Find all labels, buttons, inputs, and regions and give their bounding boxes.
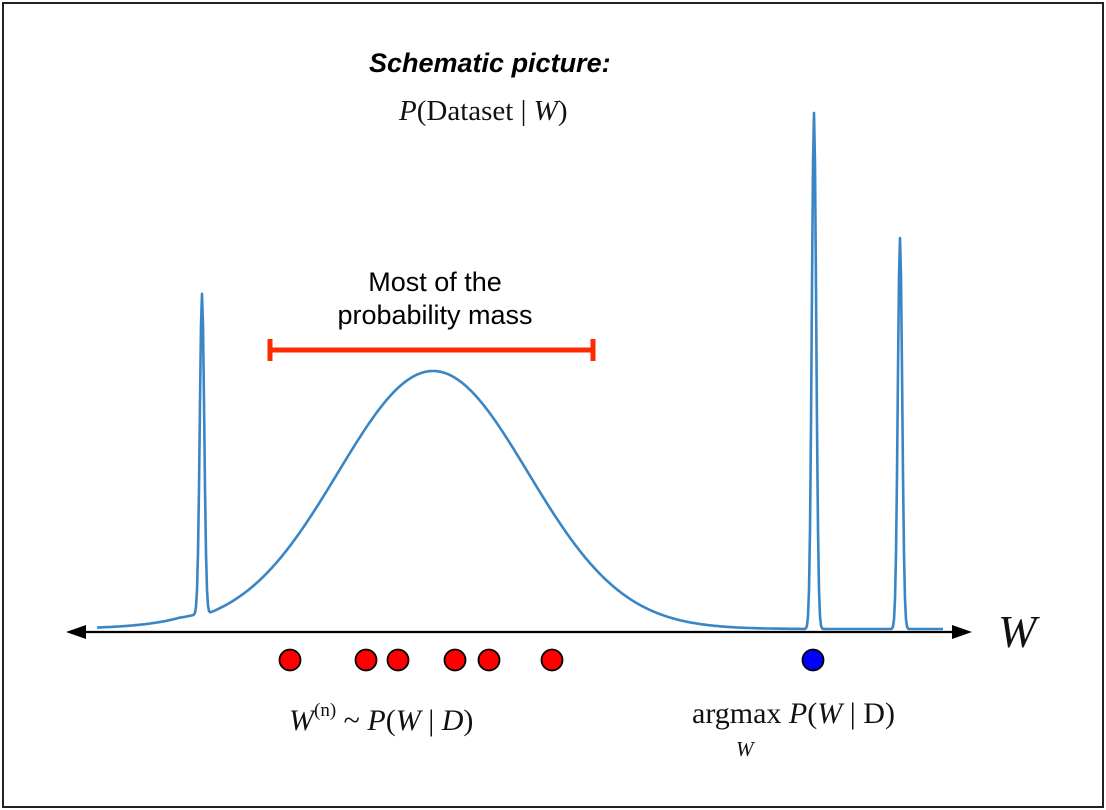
likelihood-label: P(Dataset | W) [399,95,568,127]
sample-point [354,648,378,672]
axis-left-arrow-icon [66,625,86,639]
w-axis-label: W [998,606,1037,657]
axis-right-arrow-icon [952,625,972,639]
sample-point [278,648,302,672]
argmax-subscript: W [736,737,754,761]
argmax-label: argmax P(W | D) [692,697,895,730]
sample-point [540,648,564,672]
posterior-samples [278,648,564,672]
probability-mass-bracket [267,339,596,361]
sample-point [443,648,467,672]
sample-point [386,648,410,672]
sample-point [477,648,501,672]
w-axis [66,625,972,639]
probability-mass-label: Most of the probability mass [337,267,533,330]
posterior-samples-label: W(n) ~ P(W | D) [289,700,474,737]
argmax-point [801,648,825,672]
title-text: Schematic picture: [369,48,611,78]
density-curve [96,111,944,631]
